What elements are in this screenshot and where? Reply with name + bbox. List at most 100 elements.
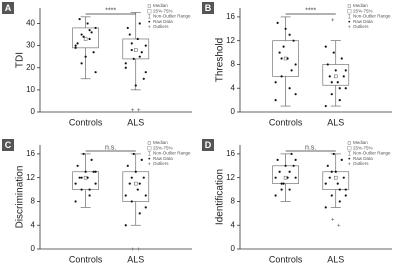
raw-point	[132, 57, 135, 60]
raw-point	[138, 212, 141, 215]
median	[334, 74, 338, 79]
legend-label: Raw Data	[153, 156, 173, 161]
x-tick-label: Controls	[69, 254, 103, 264]
raw-point	[344, 69, 347, 72]
raw-point	[338, 87, 341, 90]
legend-symbol	[147, 9, 152, 14]
raw-point	[126, 26, 129, 30]
box	[272, 165, 299, 184]
raw-point	[84, 55, 87, 58]
raw-point	[330, 81, 333, 84]
raw-point	[342, 176, 345, 179]
raw-point	[280, 57, 283, 60]
y-tick-label: 16	[226, 12, 235, 21]
legend-label: Median	[353, 3, 368, 8]
raw-point	[74, 46, 77, 49]
raw-point	[94, 182, 97, 185]
raw-point	[332, 51, 335, 54]
raw-point	[278, 170, 281, 173]
raw-point	[130, 200, 133, 203]
raw-point	[140, 158, 143, 161]
x-tick-label: ALS	[127, 254, 144, 264]
box	[122, 171, 150, 202]
raw-point	[144, 194, 147, 197]
raw-point	[92, 170, 95, 173]
legend-symbol	[147, 141, 151, 145]
raw-point	[90, 31, 93, 34]
legend-symbol	[348, 162, 351, 166]
raw-point	[136, 37, 139, 41]
box	[322, 171, 350, 190]
legend-symbol	[348, 157, 351, 160]
outlier	[331, 217, 335, 221]
legend-label: Raw Data	[353, 19, 373, 24]
legend-label: Outliers	[353, 161, 369, 166]
raw-point	[334, 170, 337, 173]
raw-point	[94, 170, 97, 173]
raw-point	[136, 188, 139, 191]
raw-point	[138, 22, 141, 25]
raw-point	[276, 21, 279, 24]
raw-point	[76, 164, 79, 167]
raw-point	[84, 170, 87, 173]
legend-label: Raw Data	[353, 156, 373, 161]
legend-symbol	[347, 4, 351, 8]
legend-symbol	[148, 20, 151, 23]
raw-point	[336, 81, 339, 84]
y-tick-label: 12	[226, 36, 235, 45]
x-tick-label: ALS	[327, 254, 344, 264]
raw-point	[290, 69, 293, 72]
legend-label: Non-Outlier Range	[153, 14, 191, 19]
raw-point	[278, 51, 281, 54]
panel-label: B	[205, 3, 212, 13]
y-tick-label: 8	[31, 197, 36, 206]
outlier	[331, 18, 335, 22]
significance-label: ****	[305, 7, 316, 14]
raw-point	[130, 42, 133, 45]
raw-point	[294, 176, 297, 179]
box	[72, 171, 99, 190]
raw-point	[330, 93, 333, 96]
raw-point	[144, 71, 147, 74]
x-tick-label: ALS	[127, 117, 144, 127]
y-tick-label: 4	[31, 220, 36, 229]
y-tick-label: 40	[26, 19, 35, 28]
y-tick-label: 4	[231, 220, 236, 229]
raw-point	[138, 182, 141, 185]
y-tick-label: 4	[231, 83, 236, 92]
x-tick-label: Controls	[269, 117, 303, 127]
legend-symbol	[147, 4, 151, 8]
legend-label: Outliers	[153, 161, 169, 166]
panel-label: A	[5, 3, 12, 13]
x-tick-label: Controls	[69, 117, 103, 127]
y-axis-label: Discrimination	[15, 166, 26, 229]
legend-label: Raw Data	[153, 19, 173, 24]
raw-point	[74, 44, 77, 47]
raw-point	[344, 188, 347, 191]
raw-point	[288, 33, 291, 36]
raw-point	[128, 33, 131, 36]
raw-point	[328, 176, 331, 179]
raw-point	[288, 170, 291, 173]
raw-point	[130, 176, 133, 179]
panel-label-bg	[202, 2, 214, 14]
y-axis-label: Identification	[215, 169, 226, 225]
outlier	[137, 108, 141, 112]
median	[134, 181, 138, 186]
raw-point	[342, 75, 345, 78]
y-axis-label: TDI	[15, 52, 26, 68]
y-tick-label: 0	[231, 244, 236, 253]
legend-label: Non-Outlier Range	[153, 151, 191, 156]
significance-label: n.s.	[305, 144, 316, 151]
raw-point	[292, 39, 295, 42]
raw-point	[88, 37, 91, 41]
raw-point	[144, 44, 147, 47]
x-tick-label: ALS	[327, 117, 344, 127]
raw-point	[330, 170, 333, 173]
raw-point	[338, 99, 341, 102]
legend-symbol	[348, 14, 351, 19]
raw-point	[280, 188, 283, 191]
raw-point	[140, 51, 143, 54]
raw-point	[326, 63, 329, 66]
